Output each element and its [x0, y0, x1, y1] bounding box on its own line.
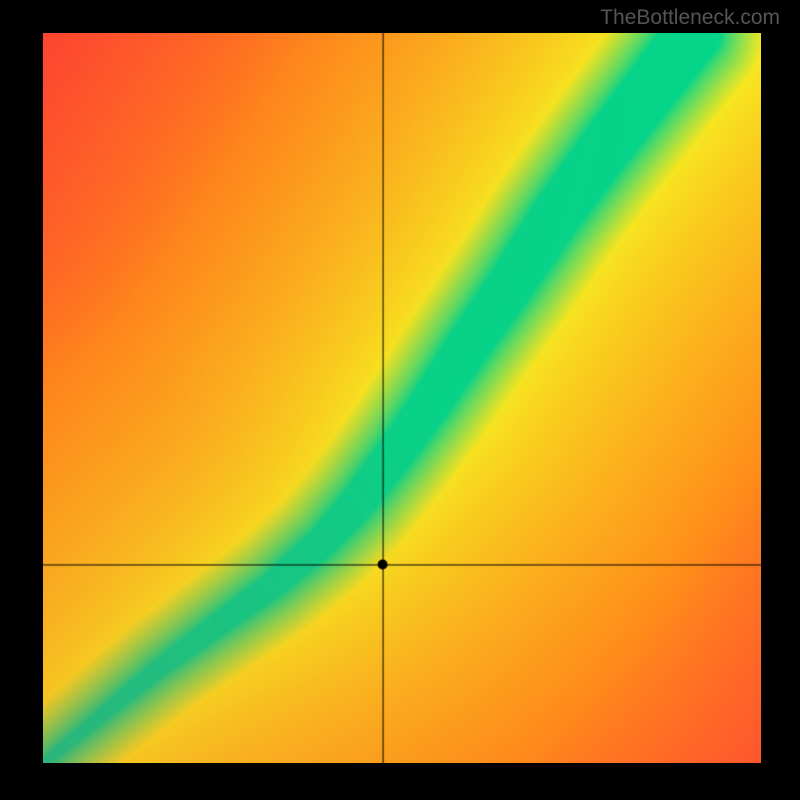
- frame-border-left: [0, 0, 43, 800]
- chart-container: TheBottleneck.com: [0, 0, 800, 800]
- attribution-text: TheBottleneck.com: [600, 6, 780, 30]
- frame-border-bottom: [0, 763, 800, 800]
- heatmap-canvas: [43, 33, 761, 763]
- frame-border-right: [761, 0, 800, 800]
